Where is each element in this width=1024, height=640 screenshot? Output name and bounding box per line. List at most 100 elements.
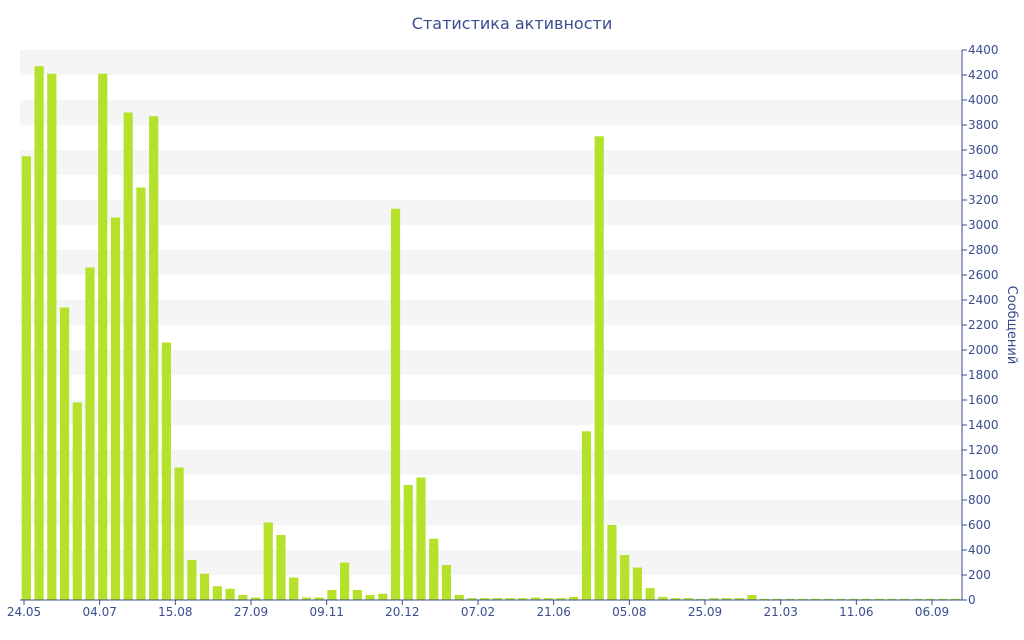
x-tick-label: 27.09 [234,605,268,619]
bar [798,598,808,600]
x-tick-label: 11.06 [839,605,873,619]
y-tick-label: 2200 [968,318,999,332]
bar [861,598,872,600]
bar [938,598,948,600]
bar [199,573,210,600]
bar [887,598,897,600]
y-tick-label: 4200 [968,68,999,82]
bar [59,307,70,600]
bar [530,597,541,600]
bar [136,187,146,600]
y-tick-label: 0 [968,593,976,607]
bar [556,598,566,600]
bar [110,217,121,600]
x-tick-label: 07.02 [461,605,495,619]
bar [352,590,362,600]
y-tick-label: 3200 [968,193,999,207]
bar [760,598,770,600]
bar [492,598,502,600]
bar [594,136,604,600]
y-tick-label: 200 [968,568,991,582]
bar [187,560,197,600]
bar [378,593,388,600]
bar [289,577,299,600]
x-tick-label: 20.12 [385,605,419,619]
bar [785,598,795,600]
bar [951,598,961,600]
y-tick-label: 2000 [968,343,999,357]
bar [467,598,477,600]
bar [98,73,108,600]
bar [72,402,82,600]
bar [212,586,222,600]
y-tick-label: 3000 [968,218,999,232]
bar [836,598,846,600]
bar [301,597,312,600]
y-tick-label: 1200 [968,443,999,457]
grid-band [20,450,962,475]
bar [569,596,579,600]
x-tick-label: 06.09 [915,605,949,619]
bar [454,595,464,600]
bar [340,562,350,600]
bar [912,598,923,600]
bar [874,598,884,600]
y-tick-label: 4000 [968,93,999,107]
bar [390,208,401,600]
bar [543,598,553,600]
grid-band [20,50,962,75]
grid-band [20,500,962,525]
y-tick-label: 1400 [968,418,999,432]
bar [505,598,515,600]
y-tick-label: 400 [968,543,991,557]
bar [441,565,452,600]
y-tick-label: 1800 [968,368,999,382]
bar [734,598,744,600]
axes: 0 200 400 600 800 1000 1200 1400 1600 1800 2000 220… [7,43,999,619]
bar [365,595,375,600]
x-tick-label: 05.08 [612,605,646,619]
bar [900,598,910,600]
bar [721,598,732,600]
y-tick-label: 2400 [968,293,999,307]
bar [645,588,655,600]
bar [772,598,783,600]
y-tick-label: 3400 [968,168,999,182]
y-tick-label: 600 [968,518,991,532]
bar [21,156,31,600]
x-tick-label: 21.06 [536,605,570,619]
bar [429,538,439,600]
bar [174,467,184,600]
bar [225,588,235,600]
bar [670,598,681,600]
grid-band [20,350,962,375]
y-axis-label: Сообщений [1004,286,1019,365]
grid-band [20,400,962,425]
bar [276,535,286,600]
bar [658,596,668,600]
grid-band [20,100,962,125]
bar [632,567,642,600]
bar [403,485,413,600]
bar [683,598,693,600]
grid-band [20,550,962,575]
y-tick-label: 2600 [968,268,999,282]
bar [123,112,133,600]
y-tick-label: 1000 [968,468,999,482]
bar [747,595,757,600]
bar [250,597,261,600]
grid-band [20,300,962,325]
x-tick-label: 09.11 [309,605,343,619]
bar [314,597,324,600]
bar [416,477,426,600]
y-tick-label: 3800 [968,118,999,132]
bar [161,342,171,600]
bar [263,522,273,600]
y-tick-label: 2800 [968,243,999,257]
bar [620,555,630,600]
grid-band [20,250,962,275]
x-tick-label: 04.07 [82,605,116,619]
bars [21,66,961,600]
grid-band [20,150,962,175]
